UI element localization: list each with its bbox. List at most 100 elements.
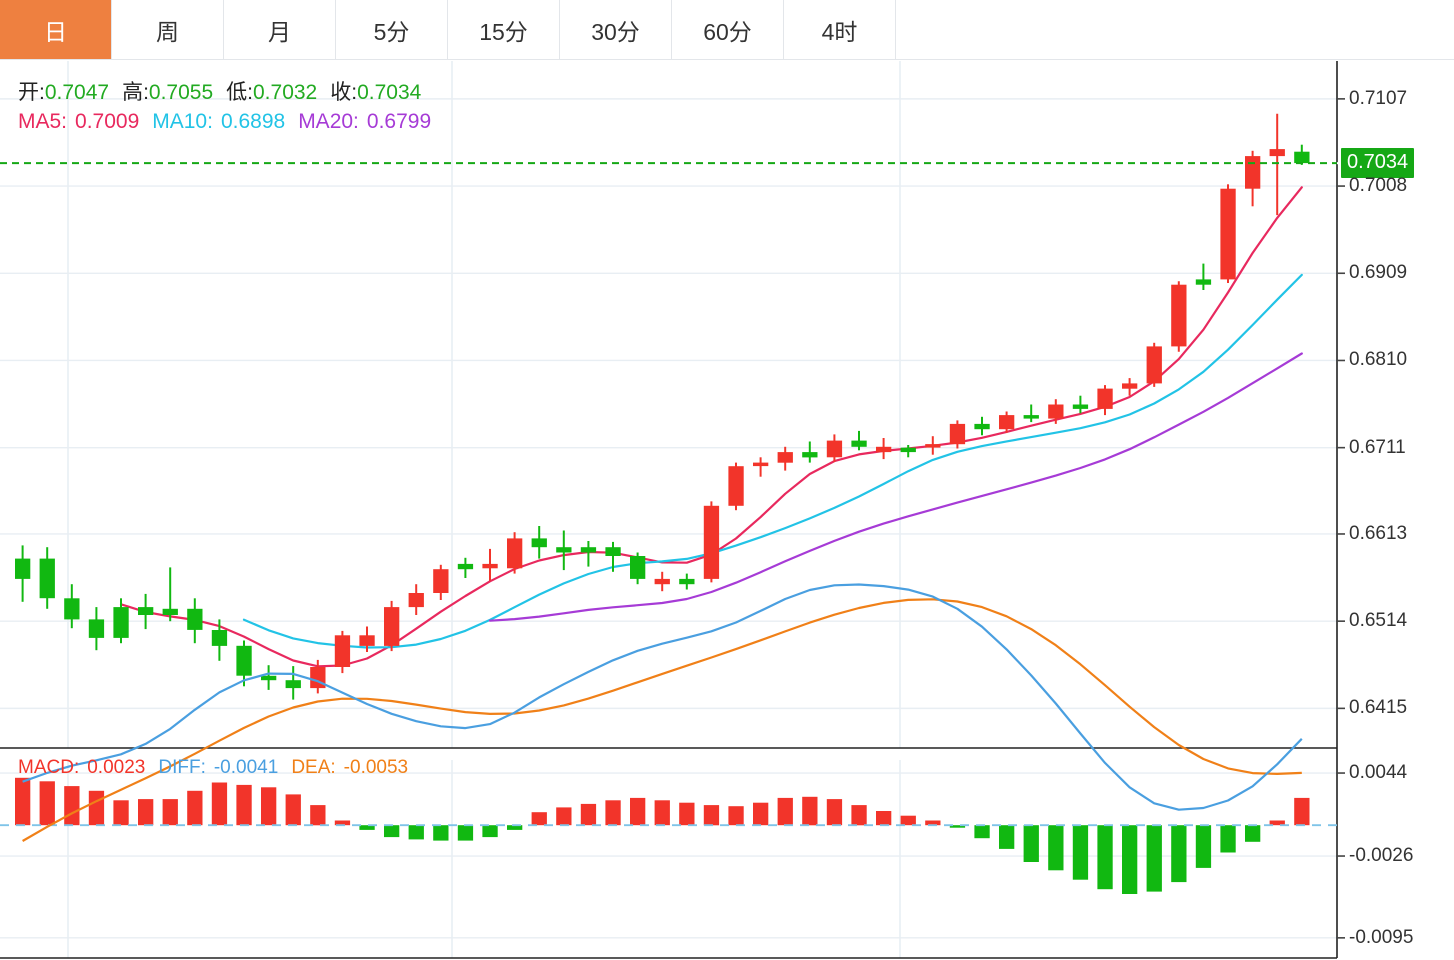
macd-bar (285, 794, 301, 826)
macd-bar (482, 825, 498, 838)
tab-month[interactable]: 月 (224, 0, 336, 59)
candle-body[interactable] (359, 635, 375, 646)
macd-bar (15, 777, 31, 826)
candle-body[interactable] (925, 444, 941, 448)
macd-bar (900, 815, 916, 826)
candle-body[interactable] (457, 563, 474, 570)
macd-bar (1171, 825, 1187, 883)
candle-body[interactable] (334, 635, 351, 667)
candle-body[interactable] (679, 578, 695, 585)
tab-day[interactable]: 日 (0, 0, 112, 59)
candle-body[interactable] (1245, 156, 1261, 189)
candle-body[interactable] (310, 667, 326, 689)
tab-label: 30分 (591, 18, 640, 45)
candle-body[interactable] (1023, 415, 1039, 419)
tab-30min[interactable]: 30分 (560, 0, 672, 59)
candle-body[interactable] (285, 680, 301, 689)
tab-label: 月 (268, 18, 291, 45)
macd-bar (826, 799, 843, 826)
candle-body[interactable] (531, 538, 547, 548)
candle-body[interactable] (507, 538, 523, 569)
candle-body[interactable] (482, 563, 498, 569)
candle-body[interactable] (556, 547, 572, 553)
macd-bar (654, 800, 670, 826)
candle-body[interactable] (1048, 404, 1064, 419)
macd-bar (580, 803, 597, 826)
candle-body[interactable] (580, 547, 597, 553)
macd-bar (949, 825, 966, 828)
macd-bar (802, 796, 818, 826)
candle-body[interactable] (1072, 404, 1089, 409)
macd-bar (1072, 825, 1089, 880)
candle-body[interactable] (605, 547, 621, 556)
candle-body[interactable] (64, 598, 80, 620)
macd-bar (187, 790, 203, 826)
candle-body[interactable] (1171, 284, 1187, 347)
candle-body[interactable] (236, 645, 252, 676)
macd-bar (876, 811, 892, 826)
tab-label: 60分 (703, 18, 752, 45)
tab-5min[interactable]: 5分 (336, 0, 448, 59)
macd-bar (39, 781, 55, 826)
candle-body[interactable] (654, 578, 670, 585)
candle-body[interactable] (974, 423, 990, 430)
macd-bar (1122, 825, 1138, 894)
macd-bar (531, 812, 547, 826)
diff-line (22, 583, 1303, 811)
candle-body[interactable] (802, 452, 818, 458)
macd-bar (211, 782, 228, 826)
macd-bar (1245, 825, 1261, 842)
candle-body[interactable] (876, 446, 892, 453)
candle-body[interactable] (88, 619, 105, 638)
candle-body[interactable] (113, 607, 129, 638)
candlestick-series (15, 113, 1310, 700)
candle-body[interactable] (384, 607, 400, 646)
macd-bar (753, 802, 769, 826)
candle-body[interactable] (728, 466, 744, 506)
tab-label: 5分 (373, 18, 410, 45)
candle-body[interactable] (138, 607, 154, 615)
tab-15min[interactable]: 15分 (448, 0, 560, 59)
tab-label: 日 (44, 18, 67, 45)
candle-body[interactable] (753, 462, 769, 467)
macd-bar (236, 784, 252, 826)
candle-body[interactable] (433, 569, 449, 593)
dea-line (22, 598, 1302, 842)
kline-plot[interactable] (0, 60, 1454, 960)
candle-body[interactable] (261, 675, 277, 681)
macd-bar (1269, 820, 1285, 826)
macd-bar (113, 800, 129, 826)
candle-body[interactable] (1294, 151, 1310, 164)
tab-label: 4时 (821, 18, 858, 45)
candle-body[interactable] (15, 558, 31, 579)
macd-bar (334, 820, 351, 826)
candle-body[interactable] (1195, 279, 1212, 285)
candle-body[interactable] (826, 440, 843, 458)
candle-body[interactable] (630, 556, 646, 579)
candle-body[interactable] (949, 423, 966, 445)
candle-body[interactable] (1122, 383, 1138, 389)
candle-body[interactable] (999, 415, 1015, 430)
candle-body[interactable] (777, 452, 793, 463)
candle-body[interactable] (187, 608, 203, 630)
candle-body[interactable] (900, 447, 916, 453)
candle-body[interactable] (703, 505, 720, 579)
candle-body[interactable] (1269, 149, 1285, 157)
macd-bar (1048, 825, 1064, 871)
candle-body[interactable] (39, 558, 55, 599)
candle-body[interactable] (1220, 188, 1236, 280)
macd-bar (162, 799, 178, 826)
candle-body[interactable] (1097, 388, 1113, 409)
candle-body[interactable] (211, 630, 228, 646)
candle-body[interactable] (851, 440, 867, 447)
candle-body[interactable] (408, 593, 424, 608)
macd-bar (359, 825, 375, 830)
tab-week[interactable]: 周 (112, 0, 224, 59)
tab-4hour[interactable]: 4时 (784, 0, 896, 59)
macd-bar (507, 825, 523, 830)
candle-body[interactable] (1146, 346, 1162, 384)
tab-60min[interactable]: 60分 (672, 0, 784, 59)
macd-bar (408, 825, 424, 840)
chart-canvas-container[interactable]: 开:0.7047 高:0.7055 低:0.7032 收:0.7034 MA5: 0.7… (0, 60, 1454, 960)
candle-body[interactable] (162, 608, 178, 615)
